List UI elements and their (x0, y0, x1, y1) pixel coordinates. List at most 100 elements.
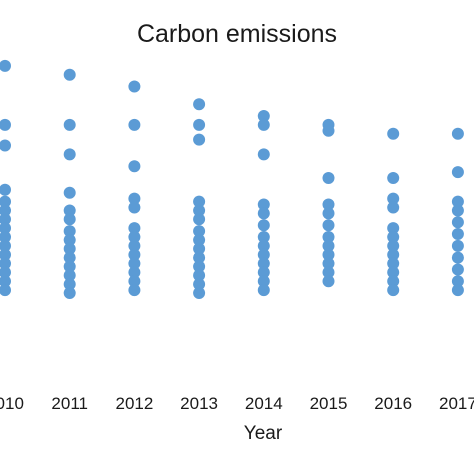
data-point (128, 118, 141, 131)
data-point (0, 266, 11, 279)
data-point (257, 231, 270, 243)
data-point (451, 284, 464, 297)
data-point (0, 284, 11, 297)
x-axis-label: Year (243, 423, 283, 444)
data-point (63, 225, 76, 238)
data-point (193, 118, 206, 131)
data-point (257, 198, 270, 211)
data-point (387, 231, 400, 243)
data-point (322, 266, 335, 279)
data-point (0, 222, 11, 235)
data-point (193, 260, 206, 273)
data-point (451, 228, 464, 241)
data-point (322, 124, 335, 137)
data-point (451, 127, 464, 140)
data-point (63, 204, 76, 217)
data-point (451, 263, 464, 276)
data-point (257, 257, 270, 270)
x-axis-ticks: 2010 2011 2012 2013 2014 2015 2016 2017 (0, 394, 474, 413)
data-point (387, 257, 400, 270)
data-point (193, 98, 206, 111)
data-point (193, 233, 206, 246)
data-point (0, 183, 11, 196)
data-point (128, 275, 141, 288)
data-point (63, 148, 76, 161)
data-point (257, 148, 270, 161)
x-tick-label-2010: 2010 (0, 394, 24, 413)
scatter-points (0, 59, 464, 300)
data-point (257, 110, 270, 123)
data-point (387, 222, 400, 235)
data-point (387, 275, 400, 288)
x-tick-label-2011: 2011 (51, 394, 88, 413)
data-point (63, 118, 76, 131)
data-point (128, 266, 141, 279)
data-point (193, 251, 206, 264)
data-point (63, 213, 76, 226)
x-tick-label-2013: 2013 (180, 394, 218, 413)
data-point (387, 239, 400, 252)
data-point (63, 287, 76, 300)
data-point (387, 127, 400, 140)
data-point (451, 166, 464, 179)
data-point (193, 287, 206, 300)
data-point (193, 133, 206, 146)
data-point (322, 231, 335, 243)
data-point (387, 201, 400, 214)
x-tick-label-2016: 2016 (374, 394, 412, 413)
data-point (193, 225, 206, 238)
data-point (387, 284, 400, 297)
data-point (0, 275, 11, 288)
data-point (387, 266, 400, 279)
data-point (257, 118, 270, 131)
data-point (128, 222, 141, 235)
x-tick-label-2014: 2014 (245, 394, 283, 413)
data-point (451, 239, 464, 252)
data-point (0, 139, 11, 152)
data-point (128, 257, 141, 270)
data-point (257, 275, 270, 288)
data-point (128, 248, 141, 261)
data-point (451, 251, 464, 264)
data-point (322, 257, 335, 270)
data-point (0, 59, 11, 72)
data-point (257, 219, 270, 232)
data-point (0, 204, 11, 217)
data-point (63, 242, 76, 255)
data-point (257, 284, 270, 297)
data-point (387, 248, 400, 261)
data-point (0, 239, 11, 252)
data-point (0, 248, 11, 261)
data-point (193, 242, 206, 255)
data-point (387, 192, 400, 205)
x-tick-label-2012: 2012 (115, 394, 153, 413)
data-point (451, 216, 464, 229)
data-point (128, 160, 141, 173)
data-point (451, 275, 464, 288)
data-point (193, 195, 206, 208)
data-point (128, 201, 141, 214)
data-point (322, 219, 335, 232)
data-point (322, 239, 335, 252)
data-point (257, 207, 270, 220)
data-point (322, 275, 335, 288)
x-tick-label-2017: 2017 (439, 394, 474, 413)
chart-title: Carbon emissions (136, 20, 338, 48)
data-point (128, 231, 141, 243)
data-point (63, 278, 76, 291)
data-point (257, 248, 270, 261)
data-point (0, 213, 11, 226)
data-point (0, 231, 11, 243)
data-point (63, 251, 76, 264)
data-point (257, 266, 270, 279)
data-point (128, 80, 141, 93)
data-point (63, 68, 76, 81)
data-point (257, 239, 270, 252)
data-point (322, 172, 335, 184)
data-point (193, 278, 206, 291)
data-point (0, 195, 11, 208)
data-point (193, 204, 206, 217)
data-point (451, 204, 464, 217)
data-point (63, 260, 76, 273)
